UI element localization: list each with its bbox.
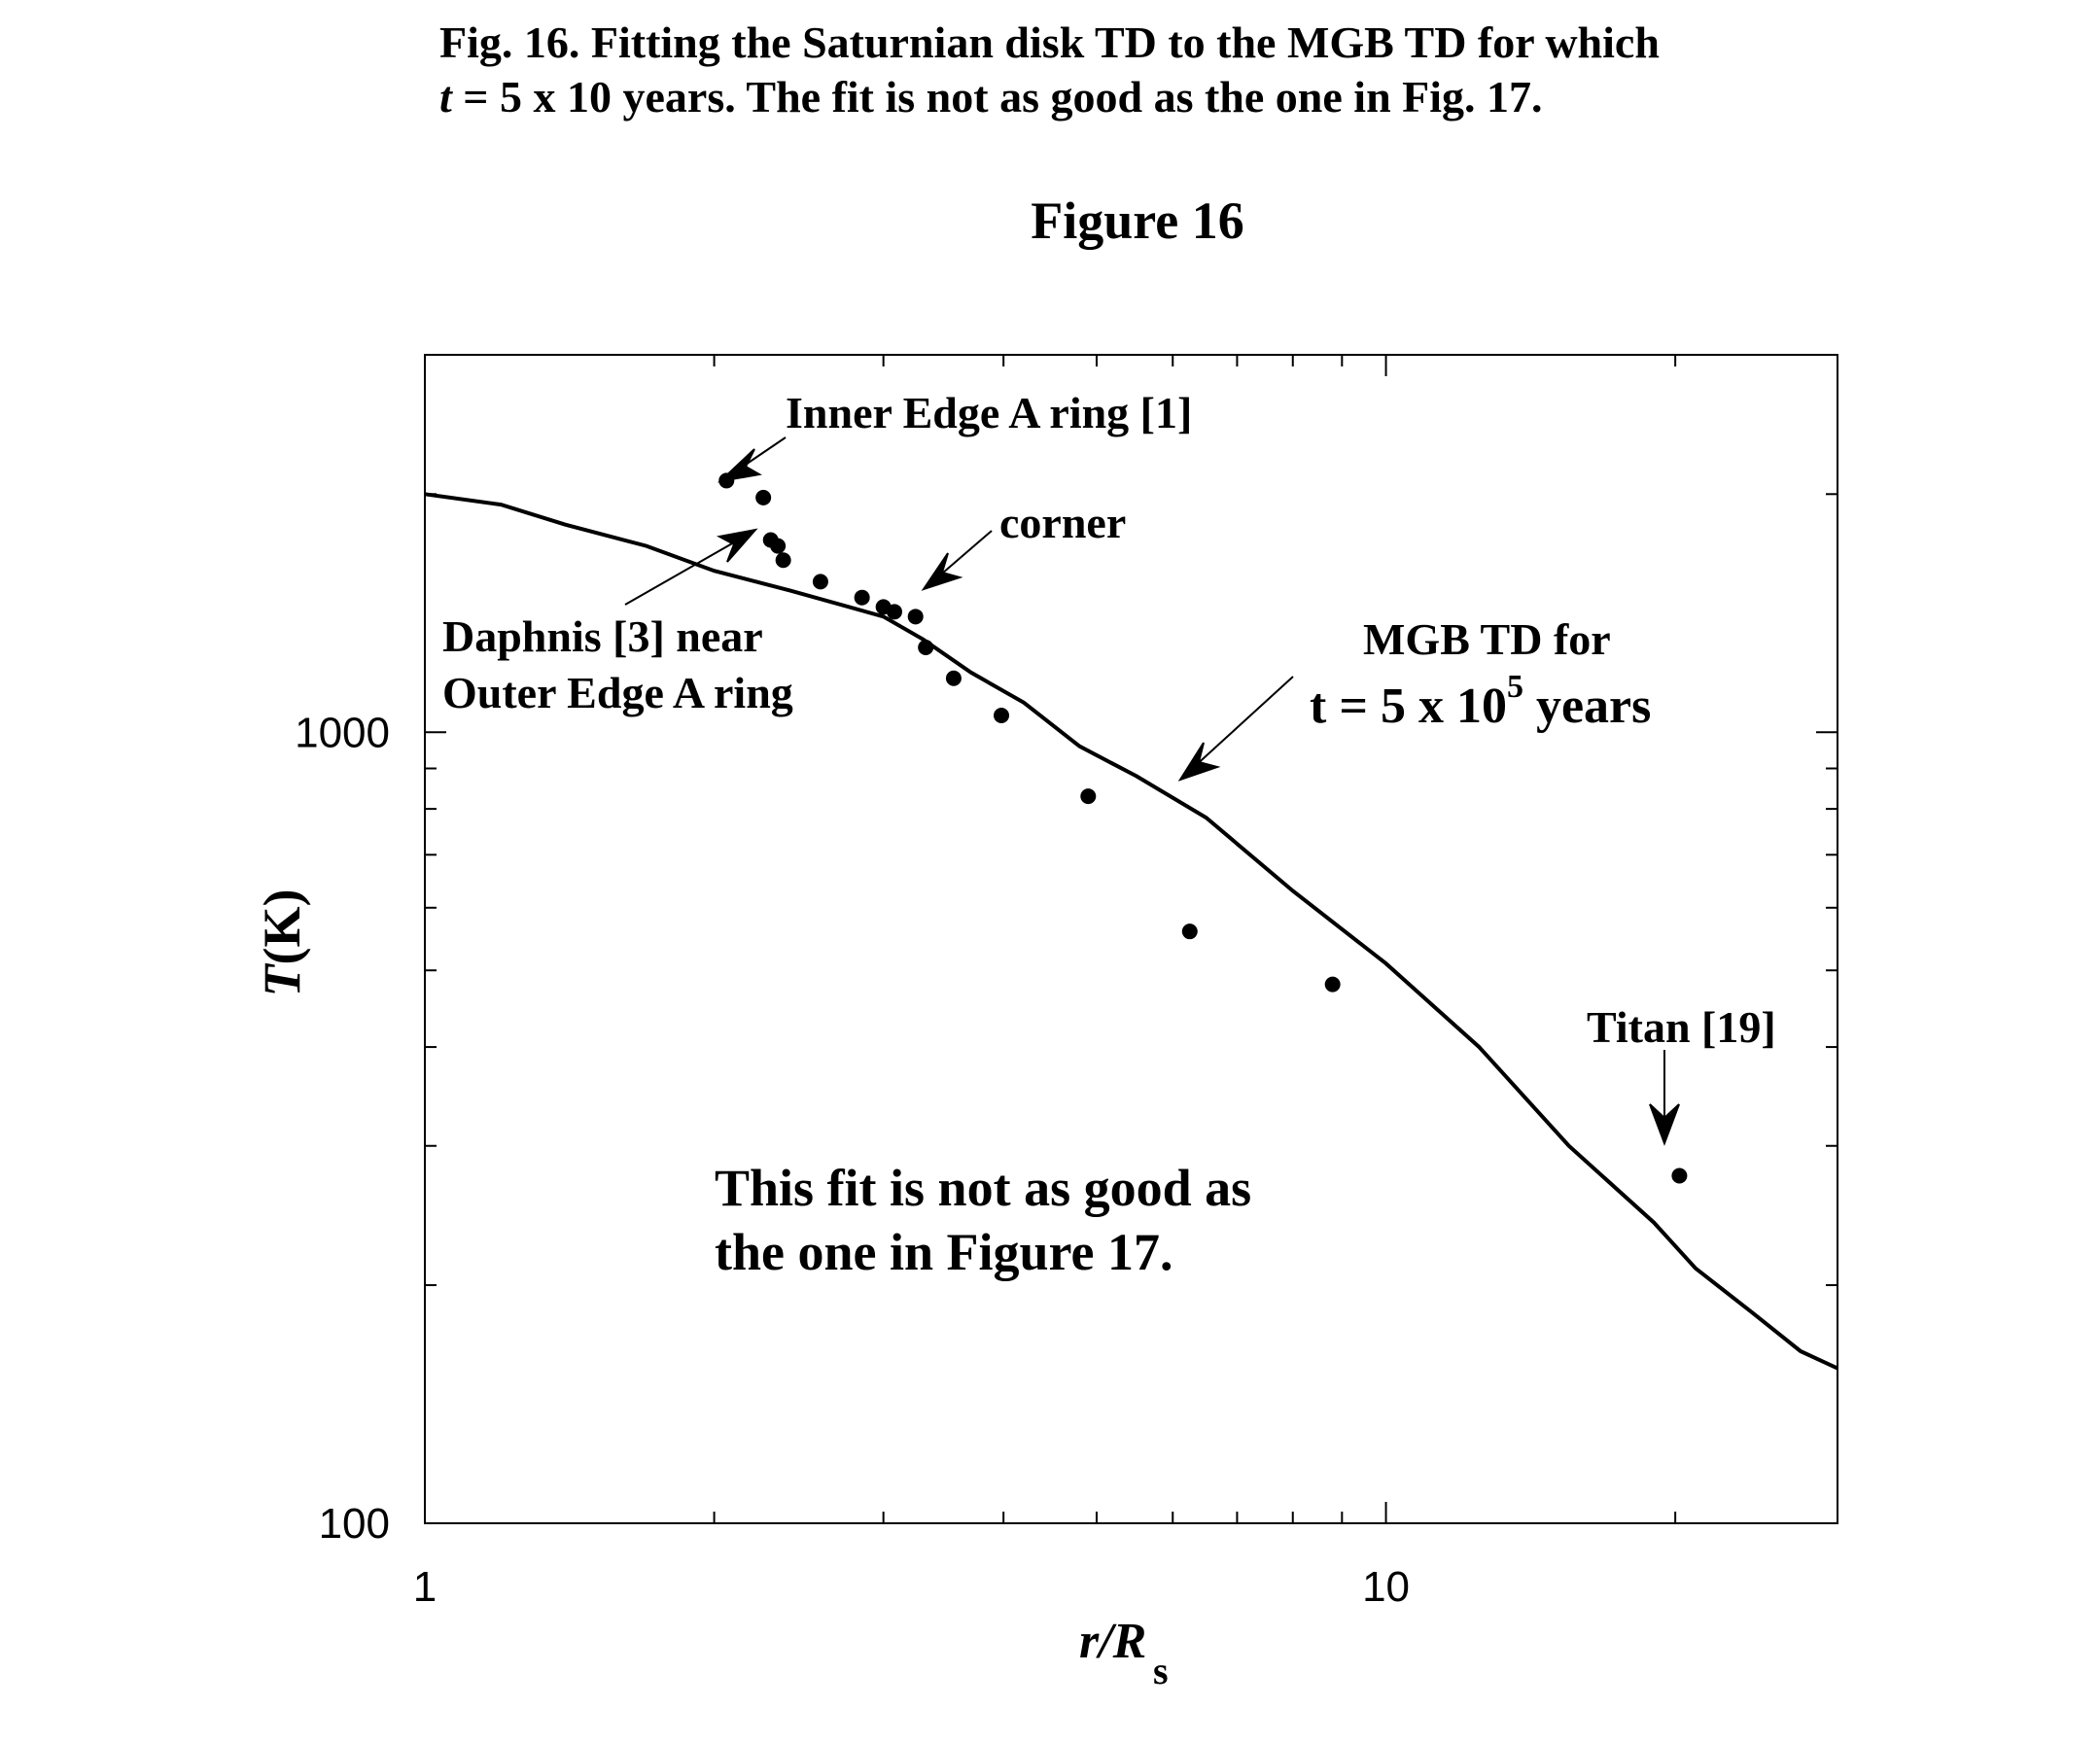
inner-edge-arrowhead [717,448,762,483]
y-axis-label: T(K) [253,889,311,997]
caption-line-1: Fig. 16. Fitting the Saturnian disk TD t… [439,17,1660,67]
data-point [886,604,902,620]
mgb-label-suffix: years [1523,679,1651,734]
caption-line-2-text: = 5 x 10 years. The fit is not as good a… [451,72,1543,122]
daphnis-label-line2: Outer Edge A ring [442,668,793,717]
corner-label: corner [999,498,1126,547]
data-point [812,574,828,590]
x-axis-label-subscript: s [1153,1649,1169,1692]
data-point [1181,923,1198,940]
daphnis-arrow [624,538,742,606]
annotations [624,436,1680,1146]
data-point [907,609,924,625]
axis-tick-labels: 1 10 100 1000 [295,709,1410,1611]
x-tick-label: 1 [413,1563,437,1611]
y-axis-label-symbol: T [253,962,311,996]
fit-note-line2: the one in Figure 17. [715,1223,1173,1281]
figure-title: Figure 16 [1031,192,1244,250]
data-point [854,589,870,606]
data-point [945,670,962,686]
caption-line-2: t = 5 x 10 years. The fit is not as good… [439,70,1660,124]
mgb-label-prefix: t = 5 x 10 [1310,679,1507,734]
mgb-arrow [1192,676,1294,769]
mgb-label-line1: MGB TD for [1363,614,1611,664]
daphnis-label-line1: Daphnis [3] near [442,611,763,661]
data-point [994,708,1010,724]
y-tick-label: 1000 [295,709,390,756]
mgb-label-line2: t = 5 x 105 years [1310,669,1651,734]
data-point [1324,976,1341,993]
data-point [918,640,934,656]
data-point [1080,788,1097,805]
y-tick-label: 100 [319,1500,390,1548]
x-tick-label: 10 [1362,1563,1410,1611]
corner-arrow [934,530,993,580]
data-point [755,489,772,505]
axis-ticks [424,354,1838,1524]
figure-caption: Fig. 16. Fitting the Saturnian disk TD t… [439,16,1660,124]
y-axis-label-unit: (K) [253,889,311,965]
daphnis-arrowhead [717,528,758,563]
inner-edge-label: Inner Edge A ring [1] [786,388,1192,437]
mgb-arrowhead [1177,742,1221,782]
corner-arrowhead [921,552,963,591]
titan-arrowhead [1649,1103,1680,1146]
data-point [770,538,787,554]
mgb-td-curve [424,492,1838,1371]
titan-label: Titan [19] [1587,1002,1776,1052]
data-point [1671,1167,1688,1184]
caption-t-symbol: t [439,72,452,122]
plot-frame [424,354,1838,1524]
x-axis-label: r/R [1079,1614,1146,1669]
fit-note-line1: This fit is not as good as [715,1159,1251,1217]
data-points [718,472,1688,1184]
data-point [775,552,791,569]
mgb-label-superscript: 5 [1507,669,1523,705]
